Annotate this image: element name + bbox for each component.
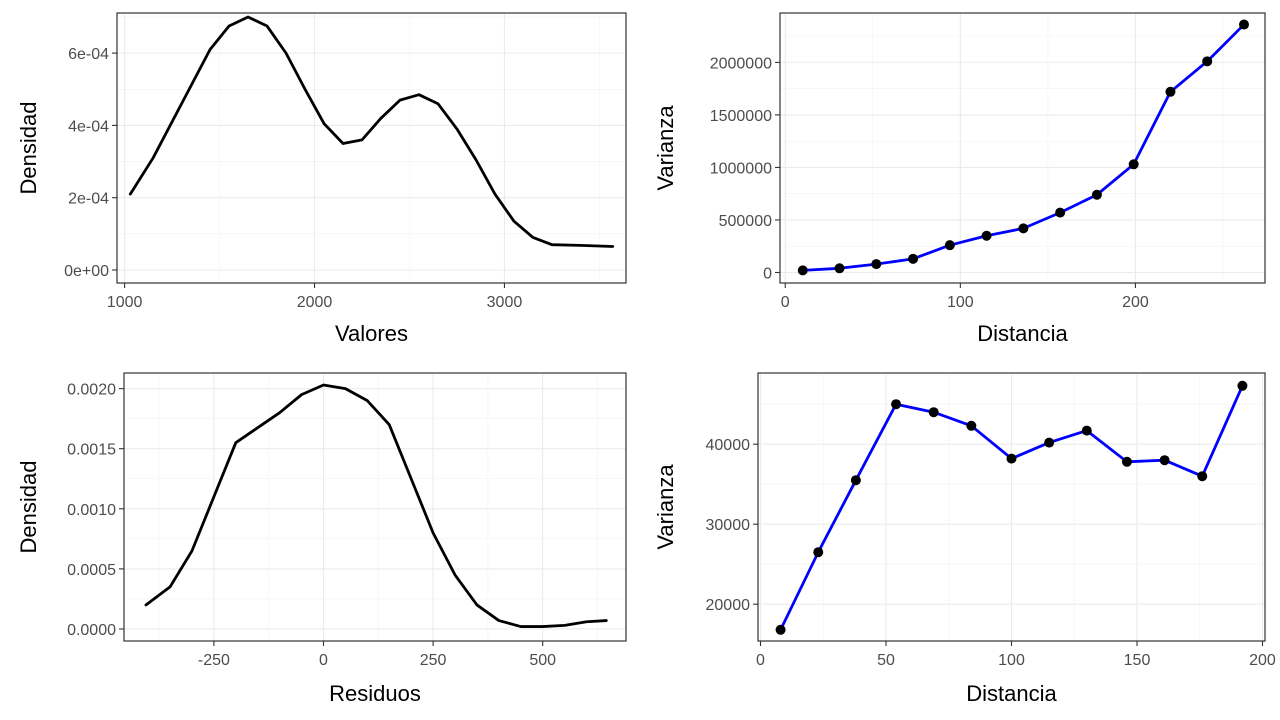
x-tick-label: 0 bbox=[781, 294, 790, 311]
x-tick-label: 200 bbox=[1122, 294, 1149, 311]
y-tick-label: 2e-04 bbox=[68, 191, 109, 208]
data-point bbox=[1197, 471, 1208, 482]
x-tick-label: 3000 bbox=[487, 294, 523, 311]
y-tick-label: 0e+00 bbox=[64, 263, 109, 280]
data-point bbox=[1238, 19, 1249, 30]
y-tick-label: 0 bbox=[763, 265, 772, 282]
x-tick-label: 0 bbox=[319, 652, 328, 669]
panel-border bbox=[123, 372, 627, 642]
data-point bbox=[966, 420, 977, 431]
x-tick-label: 50 bbox=[877, 652, 895, 669]
y-tick-label: 6e-04 bbox=[68, 46, 109, 63]
data-point bbox=[834, 263, 845, 274]
data-point bbox=[891, 399, 902, 410]
y-tick-label: 0.0015 bbox=[67, 442, 116, 459]
data-point bbox=[850, 475, 861, 486]
data-point bbox=[1165, 86, 1176, 97]
x-axis-title: Residuos bbox=[329, 681, 421, 706]
data-point bbox=[1128, 159, 1139, 170]
panel-border bbox=[116, 12, 627, 284]
series-line bbox=[144, 383, 608, 628]
data-point bbox=[813, 547, 824, 558]
data-point bbox=[1044, 437, 1055, 448]
data-point bbox=[1159, 455, 1170, 466]
data-point bbox=[908, 253, 919, 264]
y-axis-title: Densidad bbox=[16, 102, 41, 195]
series-line bbox=[128, 15, 615, 248]
x-axis-title: Valores bbox=[335, 321, 408, 346]
x-tick-label: 100 bbox=[998, 652, 1025, 669]
panel-background bbox=[780, 13, 1265, 283]
data-point bbox=[1121, 456, 1132, 467]
y-axis-title: Varianza bbox=[653, 105, 678, 191]
x-tick-label: 150 bbox=[1124, 652, 1151, 669]
chart-panel-top-left: 1000 2000 3000 0e+00 2e-04 4e-04 6e-04 Valores D… bbox=[16, 12, 627, 346]
x-tick-label: 1000 bbox=[107, 294, 143, 311]
y-tick-label: 1500000 bbox=[710, 108, 772, 125]
data-point bbox=[1091, 189, 1102, 200]
data-point bbox=[1055, 207, 1066, 218]
data-point bbox=[928, 407, 939, 418]
y-tick-label: 2000000 bbox=[710, 55, 772, 72]
x-tick-label: 100 bbox=[947, 294, 974, 311]
x-tick-label: 0 bbox=[756, 652, 765, 669]
x-axis-title: Distancia bbox=[966, 681, 1057, 706]
data-point bbox=[981, 230, 992, 241]
chart-panel-bottom-left: -250 0 250 500 0.0000 0.0005 0.0010 0.0015 0.002… bbox=[16, 372, 627, 706]
x-axis-title: Distancia bbox=[977, 321, 1068, 346]
y-axis-title: Densidad bbox=[16, 461, 41, 554]
data-point bbox=[1006, 453, 1017, 464]
y-tick-label: 20000 bbox=[706, 597, 751, 614]
y-axis-title: Varianza bbox=[653, 464, 678, 550]
data-point bbox=[1202, 56, 1213, 67]
x-tick-label: 500 bbox=[529, 652, 556, 669]
y-tick-label: 0.0000 bbox=[67, 622, 116, 639]
panel-border bbox=[779, 12, 1266, 284]
y-tick-label: 30000 bbox=[706, 517, 751, 534]
data-point bbox=[1237, 380, 1248, 391]
y-tick-label: 0.0010 bbox=[67, 502, 116, 519]
data-point bbox=[775, 624, 786, 635]
x-tick-label: 250 bbox=[420, 652, 447, 669]
y-tick-label: 0.0005 bbox=[67, 562, 116, 579]
data-point bbox=[944, 240, 955, 251]
chart-panel-top-right: 0 100 200 0 500000 1000000 1500000 2000000 Dista… bbox=[653, 12, 1266, 346]
y-tick-label: 0.0020 bbox=[67, 382, 116, 399]
y-tick-label: 500000 bbox=[719, 213, 772, 230]
data-point bbox=[797, 265, 808, 276]
y-tick-label: 40000 bbox=[706, 437, 751, 454]
panel-background bbox=[124, 373, 626, 641]
data-point bbox=[1018, 223, 1029, 234]
panel-background bbox=[117, 13, 626, 283]
x-tick-label: 2000 bbox=[297, 294, 333, 311]
x-tick-label: -250 bbox=[198, 652, 230, 669]
y-tick-label: 1000000 bbox=[710, 160, 772, 177]
x-tick-label: 200 bbox=[1249, 652, 1276, 669]
chart-panel-bottom-right: 0 50 100 150 200 20000 30000 40000 Distancia Vari… bbox=[653, 372, 1276, 706]
y-tick-label: 4e-04 bbox=[68, 118, 109, 135]
data-point bbox=[871, 259, 882, 270]
data-point bbox=[1081, 425, 1092, 436]
